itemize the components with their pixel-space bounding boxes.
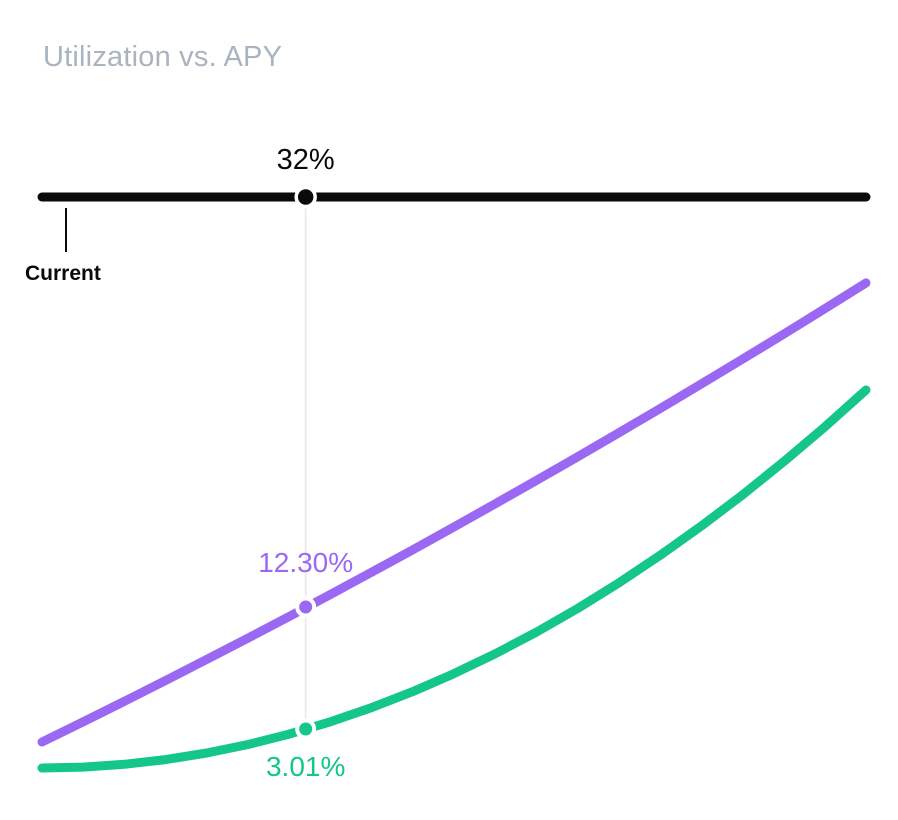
utilization-value-label: 32% xyxy=(276,144,335,176)
apy-point-purple xyxy=(295,596,317,618)
apy-point-green xyxy=(295,718,317,740)
utilization-slider-handle[interactable] xyxy=(294,185,317,209)
apy-curve-purple xyxy=(37,278,871,747)
chart-title: Utilization vs. APY xyxy=(43,41,283,73)
apy-value-label-purple: 12.30% xyxy=(258,547,354,578)
apy-value-label-green: 3.01% xyxy=(265,751,346,782)
current-marker-label: Current xyxy=(25,262,101,285)
apy-curve-green xyxy=(37,385,871,773)
